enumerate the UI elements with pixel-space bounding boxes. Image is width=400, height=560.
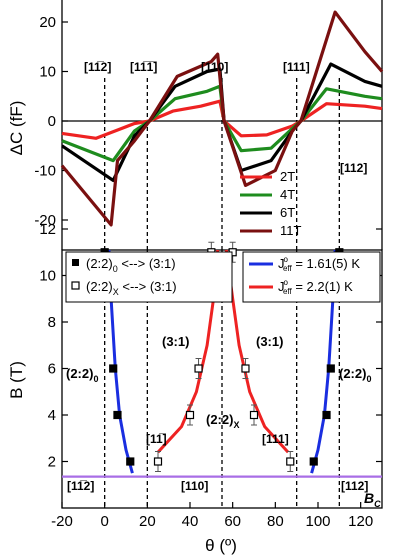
xtick-label: 120: [348, 513, 373, 530]
bottom-y-axis-label: B (T): [7, 361, 26, 399]
dir-label-112-bottom: [112]: [341, 479, 368, 493]
dir-label-110-top: [110]: [201, 60, 228, 74]
bottom-ytick-label: 8: [48, 314, 56, 331]
region-label-31-left: (3:1): [162, 334, 189, 349]
data-point-filled: [326, 364, 335, 373]
bc-label: BC: [364, 490, 381, 509]
legend-label-red: Jo eff = 2.2(1) K: [278, 278, 353, 296]
x-axis-label: θ (º): [205, 536, 237, 555]
xtick-label: 20: [139, 513, 156, 530]
data-point-filled: [309, 457, 318, 466]
top-ytick-label: 10: [39, 64, 56, 81]
xtick-label: 100: [305, 513, 330, 530]
dir-label-11bar-bottom: [11̅]: [146, 432, 167, 446]
bottom-y-ticks: 2 4 6 8 10 12: [39, 221, 382, 471]
dir-label-111-bottom: [111]: [262, 432, 289, 446]
xtick-label: -20: [51, 513, 73, 530]
top-ytick-label: -10: [34, 163, 56, 180]
data-point-open: [286, 457, 295, 466]
bottom-ytick-label: 2: [48, 454, 56, 471]
xtick-label: 80: [267, 513, 284, 530]
legend-label-filled: (2:2)0 <--> (3:1): [86, 256, 176, 274]
legend-label-2T: 2T: [280, 169, 295, 184]
legend-label-6T: 6T: [280, 205, 295, 220]
bottom-ytick-label: 10: [39, 268, 56, 285]
xtick-label: 0: [100, 513, 108, 530]
legend-label-open: (2:2)X <--> (3:1): [86, 279, 177, 297]
dir-label-111bar-top: [11̅1̅]: [130, 60, 157, 74]
top-ytick-label: 20: [39, 14, 56, 31]
bottom-x-ticks: -20 0 20 40 60 80 100 120: [51, 502, 373, 530]
bottom-ytick-label: 6: [48, 361, 56, 378]
legend-box-left: [65, 251, 233, 303]
top-legend: 2T 4T 6T 11T: [240, 169, 301, 238]
top-y-ticks: -20 -10 0 10 20: [34, 14, 68, 229]
data-point-filled: [109, 364, 118, 373]
dir-label-112bar-bottom: [11̅2]: [67, 479, 94, 493]
bottom-legend-right: Jo eff = 1.61(5) K Jo eff = 2.2(1) K: [242, 251, 381, 303]
bottom-ytick-label: 4: [48, 407, 56, 424]
series-line-11T: [60, 10, 384, 227]
top-panel: -20 -10 0 10 20 ΔC (fF) [11̅2] [11̅1̅] [110]…: [7, 0, 384, 250]
legend-label-11T: 11T: [280, 223, 301, 238]
top-series: [60, 10, 384, 227]
legend-label-blue: Jo eff = 1.61(5) K: [278, 255, 360, 273]
region-label-31-right: (3:1): [256, 334, 283, 349]
top-y-axis-label: ΔC (fF): [7, 101, 26, 156]
top-ytick-label: 0: [48, 113, 56, 130]
dir-label-112-top: [112]: [340, 161, 367, 175]
xtick-label: 40: [182, 513, 199, 530]
bottom-ytick-label: 12: [39, 221, 56, 238]
data-point-filled: [322, 410, 331, 420]
region-label-220-left: (2:2)0: [66, 366, 98, 384]
region-label-22x: (2:2)X: [206, 412, 239, 430]
data-point-open: [249, 410, 259, 420]
legend-marker-open: [71, 281, 80, 290]
top-ytick-label: -20: [34, 212, 56, 229]
legend-marker-filled: [72, 259, 79, 266]
data-point-open: [185, 410, 195, 420]
region-label-220-right: (2:2)0: [339, 366, 371, 384]
data-point-open: [153, 457, 163, 466]
legend-label-4T: 4T: [280, 187, 295, 202]
dir-label-112bar-top: [11̅2]: [84, 60, 111, 74]
bottom-legend-left: (2:2)0 <--> (3:1) (2:2)X <--> (3:1): [65, 251, 233, 303]
data-point-filled: [113, 410, 122, 420]
dir-label-111-top: [111]: [283, 60, 310, 74]
xtick-label: 60: [224, 513, 241, 530]
legend-box-right: [242, 251, 381, 303]
data-point-open: [241, 364, 250, 373]
data-point-open: [194, 364, 203, 373]
data-point-filled: [126, 457, 135, 466]
dir-label-110-bottom: [110]: [181, 479, 208, 493]
